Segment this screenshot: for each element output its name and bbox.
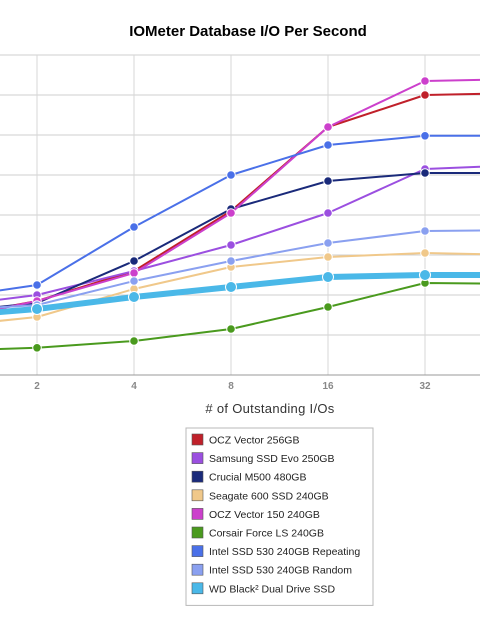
data-point: [225, 281, 237, 293]
data-point: [419, 269, 431, 281]
data-point: [129, 276, 139, 286]
legend-entry: Intel SSD 530 240GB Repeating: [209, 546, 360, 558]
x-tick-label: 32: [419, 381, 431, 392]
legend-entry: Intel SSD 530 240GB Random: [209, 565, 352, 577]
legend-entry: WD Black² Dual Drive SSD: [209, 583, 335, 595]
data-point: [226, 256, 236, 266]
legend-entry: Samsung SSD Evo 250GB: [209, 453, 334, 465]
data-point: [129, 336, 139, 346]
legend-entry: Seagate 600 SSD 240GB: [209, 490, 329, 502]
x-tick-label: 4: [131, 381, 137, 392]
data-point: [323, 302, 333, 312]
data-point: [128, 291, 140, 303]
data-point: [226, 240, 236, 250]
series-6: [0, 131, 480, 292]
data-point: [129, 268, 139, 278]
data-point: [420, 248, 430, 258]
data-point: [226, 208, 236, 218]
chart-title: IOMeter Database I/O Per Second: [129, 23, 367, 40]
legend-swatch: [191, 452, 204, 464]
legend-box: [185, 427, 374, 606]
data-point: [323, 252, 333, 262]
series-lines: [0, 76, 480, 353]
legend-entry: OCZ Vector 150 240GB: [209, 509, 320, 521]
data-point: [420, 76, 430, 86]
data-point: [420, 168, 430, 178]
x-tick-label: 8: [228, 381, 234, 392]
data-point: [323, 208, 333, 218]
series-5: [0, 278, 480, 353]
legend-swatch: [191, 470, 204, 483]
x-tick-label: 16: [322, 381, 334, 392]
data-point: [32, 343, 42, 353]
series-3: [0, 248, 480, 322]
data-point: [129, 256, 139, 266]
data-point: [129, 222, 139, 232]
data-point: [420, 131, 430, 141]
data-point: [226, 170, 236, 180]
data-point: [323, 238, 333, 248]
data-point: [31, 303, 43, 315]
legend-swatch: [191, 433, 204, 446]
x-axis-label: # of Outstanding I/Os: [205, 401, 334, 416]
data-point: [420, 90, 430, 100]
x-tick-label: 2: [34, 381, 40, 392]
legend-entry: OCZ Vector 256GB: [209, 435, 299, 447]
legend-swatch: [191, 526, 204, 539]
data-point: [323, 122, 333, 132]
data-point: [226, 324, 236, 334]
data-point: [323, 176, 333, 186]
legend-swatch: [191, 508, 204, 520]
series-8: [0, 269, 480, 316]
legend-entry: Corsair Force LS 240GB: [209, 528, 324, 540]
x-tick-labels: 2 4 8 16 32: [34, 381, 431, 392]
data-point: [322, 271, 334, 283]
series-7: [0, 226, 480, 310]
data-point: [420, 226, 430, 236]
legend-swatch: [191, 545, 204, 557]
legend-swatch: [191, 563, 204, 576]
data-point: [32, 280, 42, 290]
data-point: [323, 140, 333, 150]
legend-swatch: [191, 582, 204, 595]
legend: OCZ Vector 256GB Samsung SSD Evo 250GB Cru…: [185, 427, 374, 606]
legend-entry: Crucial M500 480GB: [209, 472, 306, 484]
legend-swatch: [191, 489, 204, 502]
series-line: [0, 282, 480, 351]
